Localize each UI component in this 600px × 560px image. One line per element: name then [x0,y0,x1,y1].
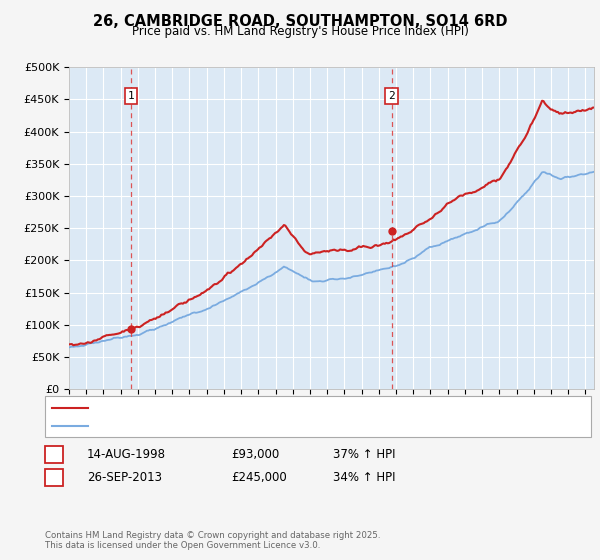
Text: 26, CAMBRIDGE ROAD, SOUTHAMPTON, SO14 6RD (semi-detached house): 26, CAMBRIDGE ROAD, SOUTHAMPTON, SO14 6R… [97,403,461,413]
Text: HPI: Average price, semi-detached house, Southampton: HPI: Average price, semi-detached house,… [97,421,371,431]
Text: 37% ↑ HPI: 37% ↑ HPI [333,448,395,461]
Text: 1: 1 [128,91,134,101]
Text: 2: 2 [388,91,395,101]
Text: 1: 1 [50,448,58,461]
Text: £245,000: £245,000 [231,470,287,484]
Text: 26, CAMBRIDGE ROAD, SOUTHAMPTON, SO14 6RD: 26, CAMBRIDGE ROAD, SOUTHAMPTON, SO14 6R… [93,14,507,29]
Text: £93,000: £93,000 [231,448,279,461]
Text: 26-SEP-2013: 26-SEP-2013 [87,470,162,484]
Text: 14-AUG-1998: 14-AUG-1998 [87,448,166,461]
Text: Price paid vs. HM Land Registry's House Price Index (HPI): Price paid vs. HM Land Registry's House … [131,25,469,38]
Text: Contains HM Land Registry data © Crown copyright and database right 2025.
This d: Contains HM Land Registry data © Crown c… [45,530,380,550]
Text: 34% ↑ HPI: 34% ↑ HPI [333,470,395,484]
Text: 2: 2 [50,470,58,484]
